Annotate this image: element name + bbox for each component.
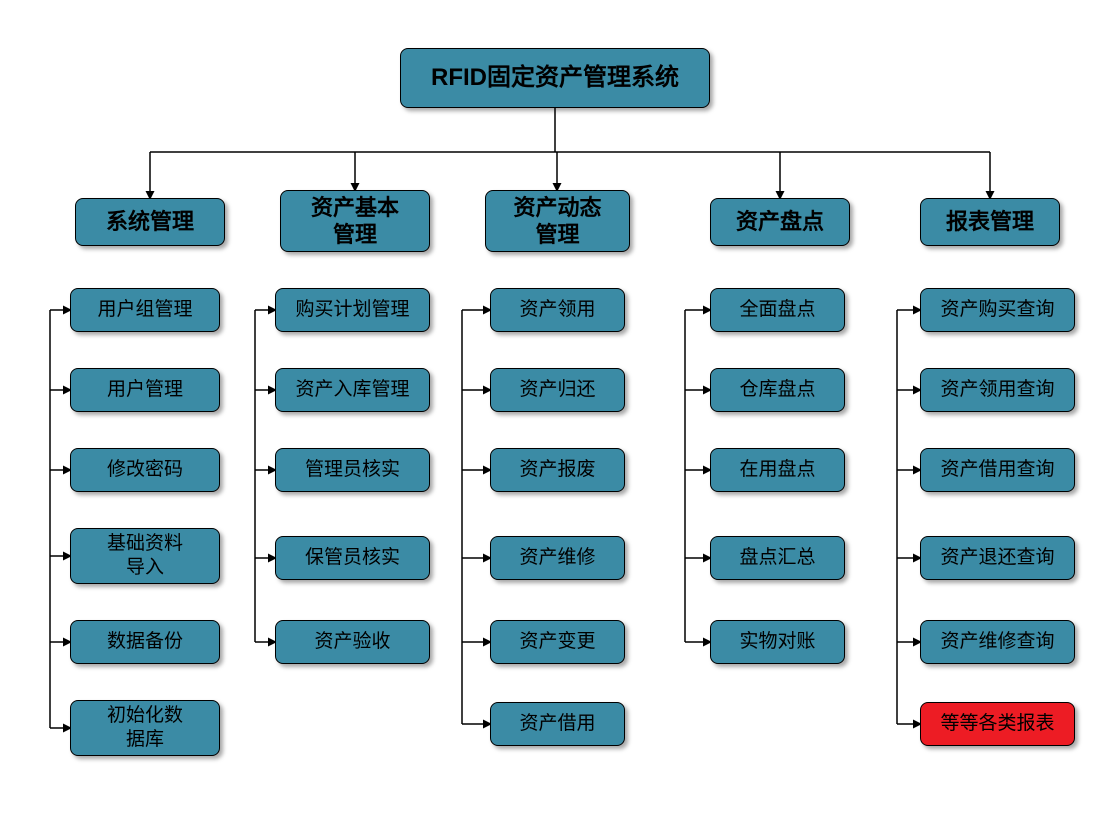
category-basic: 资产基本 管理 [280,190,430,252]
category-check: 资产盘点 [710,198,850,246]
leaf-check-0: 全面盘点 [710,288,845,332]
category-sys: 系统管理 [75,198,225,246]
leaf-dyn-4: 资产变更 [490,620,625,664]
leaf-basic-3: 保管员核实 [275,536,430,580]
leaf-sys-2: 修改密码 [70,448,220,492]
leaf-report-4: 资产维修查询 [920,620,1075,664]
leaf-report-5: 等等各类报表 [920,702,1075,746]
leaf-dyn-0: 资产领用 [490,288,625,332]
leaf-report-3: 资产退还查询 [920,536,1075,580]
leaf-sys-1: 用户管理 [70,368,220,412]
leaf-dyn-2: 资产报废 [490,448,625,492]
leaf-dyn-3: 资产维修 [490,536,625,580]
leaf-basic-2: 管理员核实 [275,448,430,492]
leaf-basic-1: 资产入库管理 [275,368,430,412]
leaf-check-3: 盘点汇总 [710,536,845,580]
leaf-sys-5: 初始化数 据库 [70,700,220,756]
leaf-report-2: 资产借用查询 [920,448,1075,492]
category-dyn: 资产动态 管理 [485,190,630,252]
root-node: RFID固定资产管理系统 [400,48,710,108]
leaf-sys-4: 数据备份 [70,620,220,664]
leaf-basic-0: 购买计划管理 [275,288,430,332]
leaf-check-2: 在用盘点 [710,448,845,492]
leaf-dyn-1: 资产归还 [490,368,625,412]
leaf-basic-4: 资产验收 [275,620,430,664]
leaf-sys-0: 用户组管理 [70,288,220,332]
leaf-dyn-5: 资产借用 [490,702,625,746]
leaf-report-0: 资产购买查询 [920,288,1075,332]
leaf-check-4: 实物对账 [710,620,845,664]
leaf-report-1: 资产领用查询 [920,368,1075,412]
leaf-check-1: 仓库盘点 [710,368,845,412]
leaf-sys-3: 基础资料 导入 [70,528,220,584]
category-report: 报表管理 [920,198,1060,246]
